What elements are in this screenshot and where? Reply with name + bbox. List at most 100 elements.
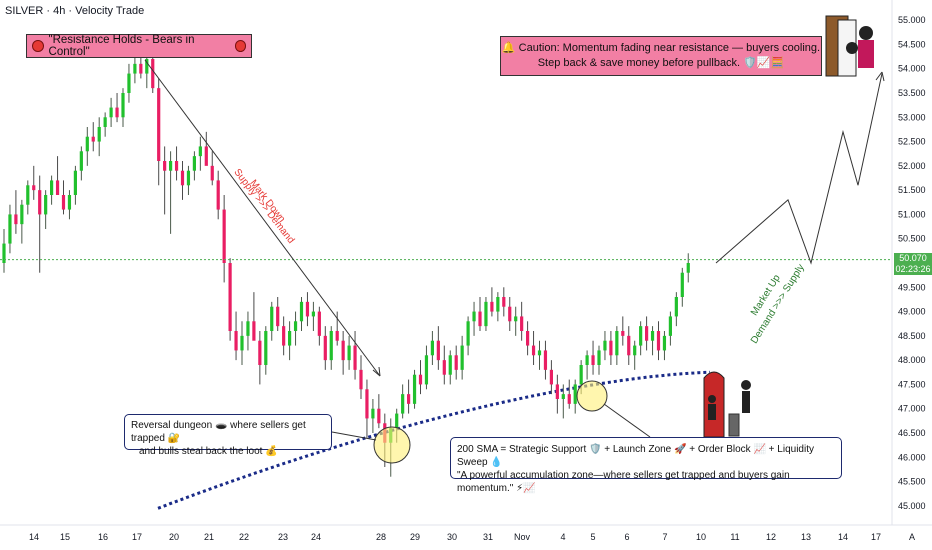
candle-body — [609, 340, 613, 356]
candle-body — [276, 306, 280, 327]
sma-200-line — [157, 370, 711, 510]
candle-body — [567, 394, 571, 404]
thief-body-icon — [708, 404, 716, 420]
candle-body — [377, 408, 381, 424]
candle-body — [549, 369, 553, 385]
reversal-line-1: Reversal dungeon 🕳️ where sellers get tr… — [131, 420, 306, 444]
candle-body — [145, 59, 149, 74]
time-tick-label: 7 — [662, 532, 667, 542]
candle-body — [103, 117, 107, 127]
candle-body — [169, 161, 173, 171]
candle-body — [561, 394, 565, 399]
arrow-head-icon — [372, 366, 381, 377]
candle-body — [91, 136, 95, 142]
time-tick-label: 24 — [311, 532, 321, 542]
thief-icon — [859, 26, 873, 40]
candle-body — [537, 350, 542, 356]
candle-body — [317, 311, 321, 336]
candle-body — [603, 340, 607, 351]
candle-body — [55, 180, 60, 195]
price-axis[interactable]: 55.000 54.500 54.000 53.500 53.000 52.500 52.0… — [898, 15, 926, 511]
price-tick-label: 48.500 — [898, 331, 926, 341]
time-tick-label: 10 — [696, 532, 706, 542]
candle-body — [365, 389, 369, 419]
candle-body — [234, 331, 238, 351]
reversal-callout: Reversal dungeon 🕳️ where sellers get tr… — [124, 414, 332, 457]
candle-body — [97, 127, 101, 142]
candle-body — [407, 394, 411, 404]
time-tick-label: 12 — [766, 532, 776, 542]
candle-body — [448, 355, 452, 375]
candle-body — [174, 161, 179, 171]
candle-body — [282, 326, 286, 346]
last-price-tag: 50.070 02:23:26 — [894, 253, 932, 275]
candle-body — [412, 374, 417, 404]
candle-body — [20, 204, 24, 225]
candle-body — [228, 263, 232, 331]
price-tick-label: 45.000 — [898, 501, 926, 511]
price-tick-label: 50.500 — [898, 234, 926, 244]
time-tick-label: 28 — [376, 532, 386, 542]
price-tick-label: 46.500 — [898, 428, 926, 438]
candle-body — [163, 161, 167, 171]
candle-body — [371, 408, 375, 419]
caution-line-1: 🔔 Caution: Momentum fading near resistan… — [501, 42, 821, 54]
candle-body — [579, 365, 583, 385]
candle-body — [621, 331, 625, 336]
candle-body — [311, 311, 315, 317]
candle-body — [424, 355, 429, 385]
candle-body — [520, 316, 524, 331]
candle-body — [543, 350, 548, 370]
candle-body — [597, 350, 601, 365]
candle-body — [573, 384, 577, 404]
candle-body — [246, 321, 250, 336]
candle-body — [109, 107, 113, 118]
sma-callout: 200 SMA = Strategic Support 🛡️ + Launch … — [450, 437, 842, 494]
candle-body — [418, 374, 423, 385]
candle-body — [478, 311, 482, 327]
candle-body — [627, 335, 631, 356]
candle-body — [466, 321, 470, 346]
candle-body — [79, 151, 83, 171]
price-tick-label: 46.000 — [898, 452, 926, 462]
candle-body — [204, 146, 208, 166]
candle-body — [67, 195, 72, 210]
candle-body — [496, 297, 500, 312]
price-tick-label: 54.500 — [898, 39, 926, 49]
price-tick-label: 49.000 — [898, 307, 926, 317]
time-tick-label: 5 — [590, 532, 595, 542]
candle-body — [264, 331, 268, 365]
price-tick-label: 48.000 — [898, 355, 926, 365]
sma-line-2: "A powerful accumulation zone—where sell… — [457, 470, 790, 494]
price-tick-label: 47.000 — [898, 404, 926, 414]
thief-icon — [708, 395, 716, 403]
candle-body — [401, 394, 405, 414]
candle-body — [347, 345, 351, 361]
candle-body — [270, 306, 274, 331]
reversal-zone-circle — [373, 426, 411, 464]
time-axis[interactable]: 14 15 16 17 20 21 22 23 24 28 29 30 31 Nov 4 5 6 7 10 11 12 1… — [29, 532, 915, 542]
candle-body — [454, 355, 458, 370]
price-tick-label: 54.000 — [898, 64, 926, 74]
price-tick-label: 49.500 — [898, 282, 926, 292]
time-tick-label: 22 — [239, 532, 249, 542]
candle-body — [323, 335, 327, 361]
candle-body — [680, 272, 684, 297]
price-tick-label: 53.000 — [898, 112, 926, 122]
time-tick-label: 17 — [871, 532, 881, 542]
candle-body — [26, 185, 30, 205]
candle-body — [192, 156, 196, 171]
candle-body — [299, 301, 304, 322]
candle-body — [645, 326, 649, 341]
candle-body — [531, 345, 536, 356]
thief-body-icon — [858, 40, 874, 68]
candle-body — [198, 146, 202, 157]
candle-body — [61, 195, 66, 210]
candle-body — [305, 301, 310, 317]
time-tick-label: 4 — [560, 532, 565, 542]
candle-body — [656, 331, 661, 351]
trend-annotations — [144, 15, 885, 464]
candle-body — [293, 321, 298, 331]
candle-body — [258, 340, 262, 365]
chart-title: SILVER · 4h · Velocity Trade — [5, 5, 145, 17]
